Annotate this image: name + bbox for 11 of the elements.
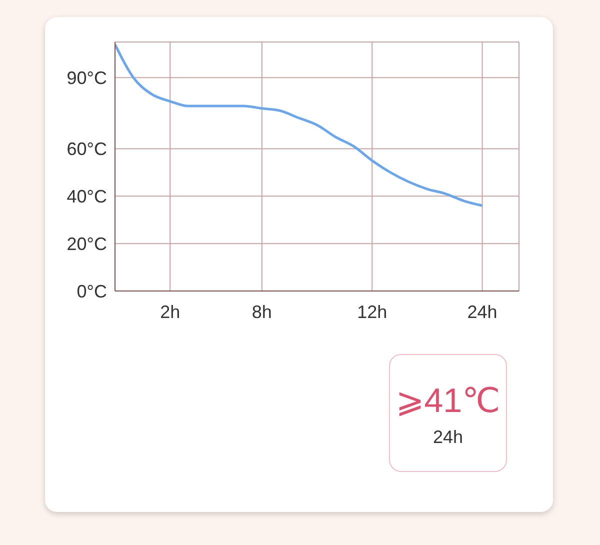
y-tick-label: 60°C [66, 139, 107, 160]
y-tick-label: 40°C [66, 186, 107, 207]
x-tick-label: 24h [467, 302, 498, 322]
y-tick-label: 20°C [66, 234, 107, 254]
x-tick-label: 12h [357, 302, 388, 322]
x-tick-label: 8h [252, 302, 272, 322]
y-tick-label: 90°C [66, 68, 107, 88]
line-series [115, 43, 484, 207]
callout-box: ⩾41℃ 24h [389, 354, 507, 472]
x-tick-label: 2h [160, 302, 180, 322]
y-tick-label: 0°C [76, 281, 107, 302]
